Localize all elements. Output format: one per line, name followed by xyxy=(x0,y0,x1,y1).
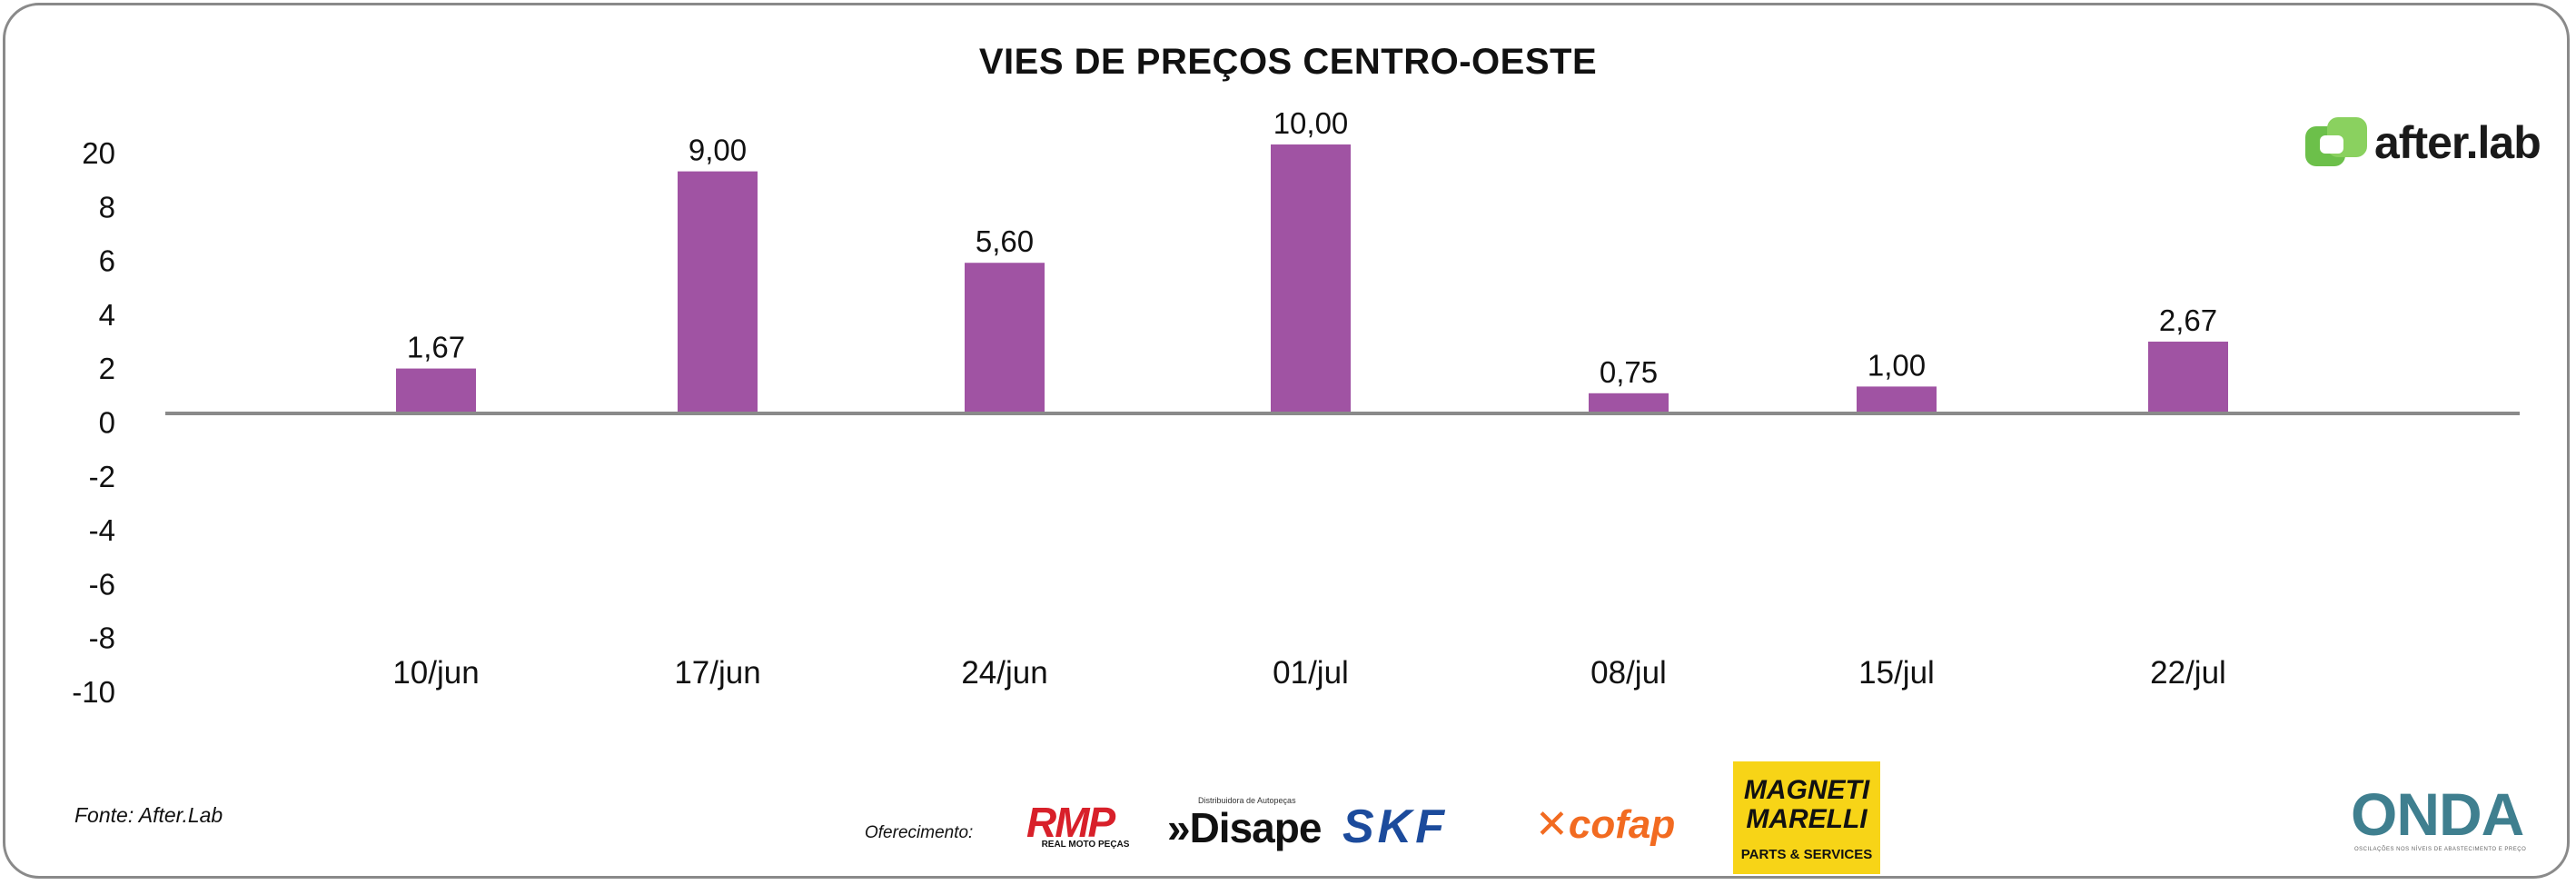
y-tick-label: -10 xyxy=(72,675,115,709)
afterlab-logo: after.lab xyxy=(2305,116,2541,169)
rmp-logo-text: RMP xyxy=(1026,799,1115,846)
x-tick-label: 15/jul xyxy=(1858,655,1935,691)
data-label: 0,75 xyxy=(1600,355,1658,389)
data-label: 5,60 xyxy=(976,224,1034,258)
bar xyxy=(1271,144,1351,413)
x-tick-label: 24/jun xyxy=(961,655,1047,691)
onda-logo-subtitle: OSCILAÇÕES NOS NÍVEIS DE ABASTECIMENTO E… xyxy=(2354,847,2527,852)
y-tick-label: -8 xyxy=(89,621,115,655)
skf-logo: SKF xyxy=(1342,800,1515,853)
onda-logo: ONDA OSCILAÇÕES NOS NÍVEIS DE ABASTECIME… xyxy=(2351,780,2532,852)
data-label: 2,67 xyxy=(2159,303,2217,337)
bar xyxy=(965,263,1045,413)
y-tick-label: 6 xyxy=(99,244,115,278)
x-tick-label: 22/jul xyxy=(2150,655,2226,691)
afterlab-logo-text: after.lab xyxy=(2374,117,2541,168)
data-label: 1,00 xyxy=(1868,348,1926,382)
x-tick-label: 01/jul xyxy=(1273,655,1349,691)
data-label: 1,67 xyxy=(407,331,465,364)
magneti-marelli-logo: MAGNETI MARELLI PARTS & SERVICES xyxy=(1733,761,1880,874)
afterlab-mark-icon xyxy=(2305,117,2369,168)
y-tick-label: -6 xyxy=(89,567,115,601)
sponsor-label: Oferecimento: xyxy=(865,823,974,842)
y-tick-label: 8 xyxy=(99,190,115,224)
y-tick-label: 0 xyxy=(99,406,115,440)
y-tick-label: 2 xyxy=(99,352,115,385)
x-tick-label: 10/jun xyxy=(392,655,479,691)
data-label: 9,00 xyxy=(689,134,747,167)
disape-logo: Distribuidora de Autopeças »Disape xyxy=(1167,794,1329,851)
bar xyxy=(2148,341,2228,413)
data-label: 10,00 xyxy=(1273,106,1349,140)
source-note: Fonte: After.Lab xyxy=(74,803,223,827)
x-tick-label: 17/jun xyxy=(674,655,760,691)
y-tick-label: -2 xyxy=(89,460,115,493)
data-labels: 1,67 9,00 5,60 10,00 0,75 1,00 2,67 xyxy=(407,106,2217,389)
cofap-logo-text: ✕cofap xyxy=(1535,802,1676,847)
y-tick-label: 4 xyxy=(99,298,115,332)
bar xyxy=(678,171,758,413)
rmp-logo: RMP REAL MOTO PEÇAS xyxy=(1026,798,1144,850)
x-tick-label: 08/jul xyxy=(1590,655,1667,691)
disape-logo-text: »Disape xyxy=(1167,804,1322,851)
y-tick-label: 20 xyxy=(82,136,115,170)
bar xyxy=(1589,393,1669,413)
magneti-marelli-logo-text: MAGNETI MARELLI xyxy=(1743,775,1870,834)
y-tick-label: -4 xyxy=(89,513,115,547)
cofap-logo: ✕cofap xyxy=(1535,802,1708,849)
chart-title: VIES DE PREÇOS CENTRO-OESTE xyxy=(978,42,1598,82)
rmp-logo-subtitle: REAL MOTO PEÇAS xyxy=(1041,840,1130,850)
bar xyxy=(1857,386,1937,413)
magneti-marelli-logo-subtitle: PARTS & SERVICES xyxy=(1740,847,1873,862)
bar xyxy=(396,368,476,413)
skf-logo-text: SKF xyxy=(1342,800,1448,853)
bars xyxy=(396,144,2228,413)
onda-logo-text: ONDA xyxy=(2351,781,2524,848)
disape-logo-subtitle: Distribuidora de Autopeças xyxy=(1198,796,1296,805)
x-axis-ticks: 10/jun 17/jun 24/jun 01/jul 08/jul 15/jul 22/j… xyxy=(392,655,2226,691)
